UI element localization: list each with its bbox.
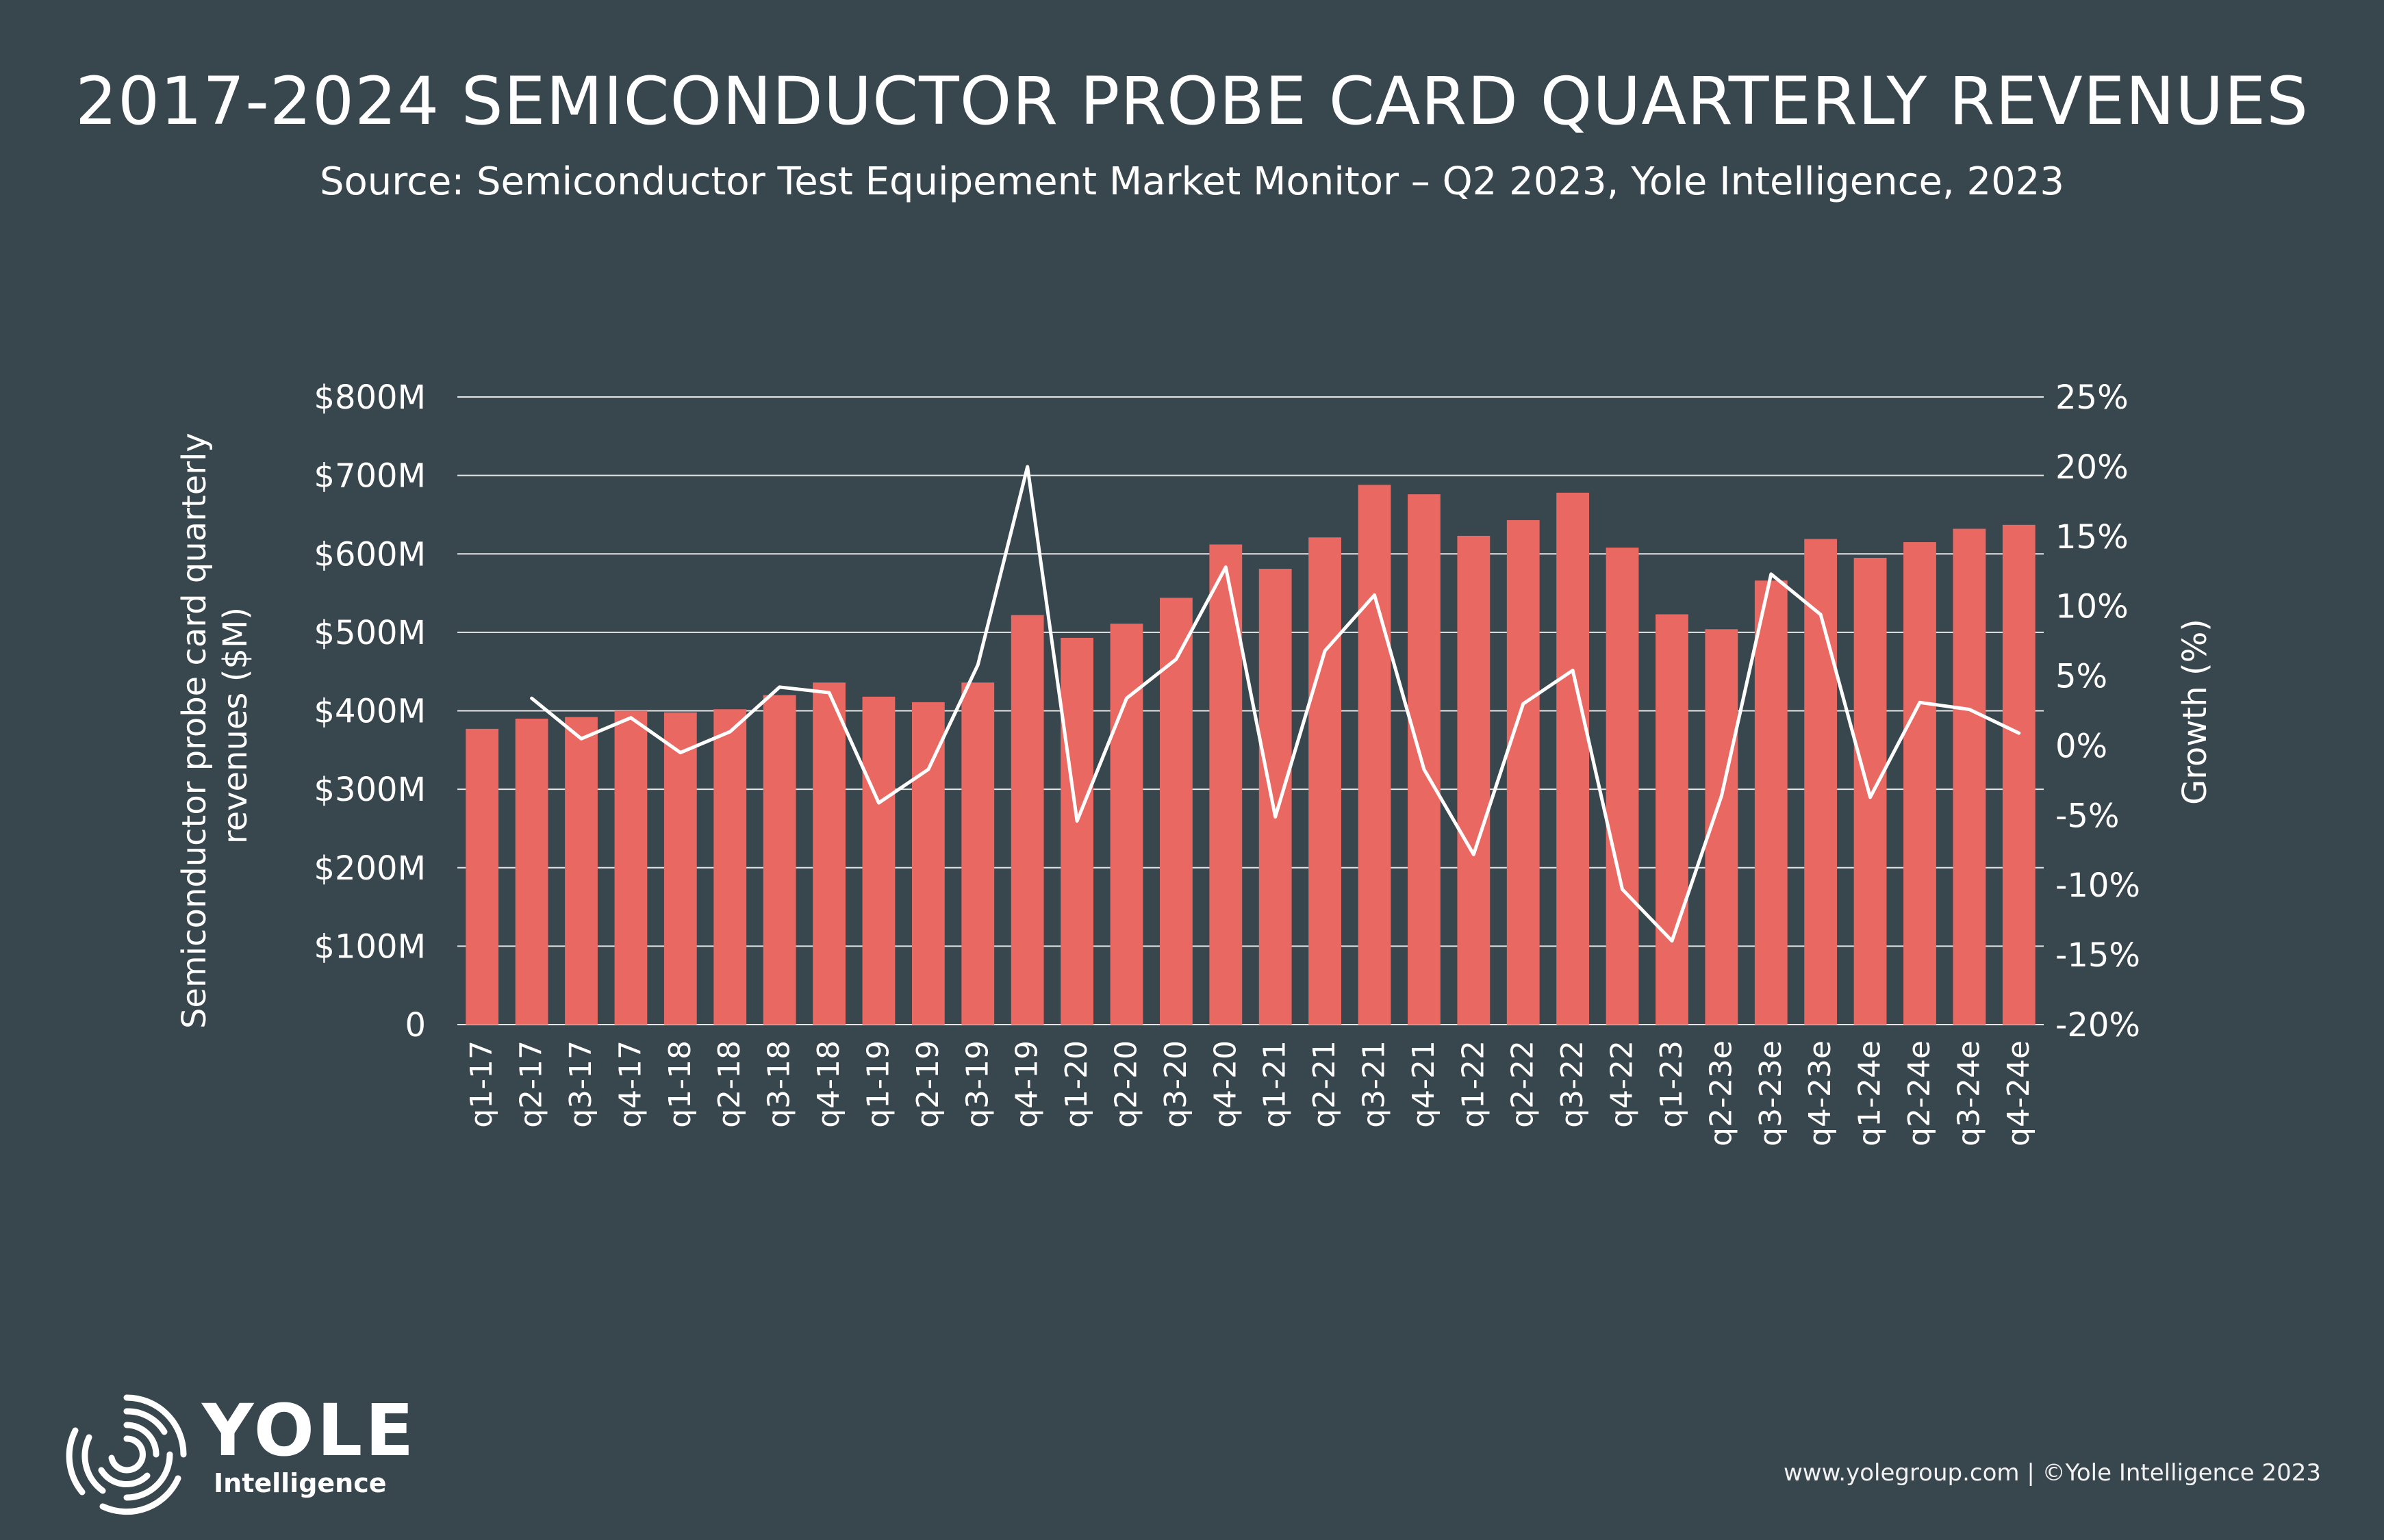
- x-tick-label: q4-20: [1208, 1040, 1243, 1128]
- bar-q3-20: [1159, 598, 1193, 1025]
- bar-q2-24e: [1903, 542, 1936, 1025]
- bar-q3-19: [961, 682, 995, 1025]
- bar-q1-19: [862, 696, 896, 1025]
- y2-tick-label: 25%: [2055, 378, 2129, 417]
- x-tick-label: q4-17: [613, 1040, 648, 1128]
- yole-logo-mark: [66, 1394, 187, 1515]
- x-tick-label: q2-20: [1109, 1040, 1144, 1128]
- bar-q2-22: [1506, 519, 1540, 1025]
- chart-title: 2017-2024 SEMICONDUCTOR PROBE CARD QUART…: [75, 63, 2309, 140]
- x-tick-label: q2-22: [1506, 1040, 1540, 1128]
- bar-q1-22: [1457, 535, 1491, 1025]
- x-tick-label: q3-23e: [1753, 1040, 1788, 1146]
- bar-q3-24e: [1953, 528, 1986, 1025]
- right-axis-title: Growth (%): [2176, 619, 2214, 805]
- x-tick-label: q3-18: [762, 1040, 797, 1128]
- left-axis-ticks: 0 $100M $200M $300M $400M $500M $600M $700M $800…: [314, 378, 426, 1044]
- x-tick-label: q1-21: [1258, 1040, 1293, 1128]
- bar-q1-20: [1061, 637, 1093, 1025]
- left-axis-title-line1: Semiconductor probe card quarterly: [175, 433, 214, 1029]
- bar-q3-23e: [1754, 580, 1788, 1025]
- bar-q4-22: [1606, 548, 1639, 1025]
- x-tick-label: q4-24e: [2001, 1040, 2036, 1146]
- x-tick-label: q2-17: [514, 1040, 549, 1128]
- yole-logo: YOLE Intelligence: [62, 1389, 418, 1519]
- y-tick-label: $800M: [314, 378, 426, 417]
- bar-q1-17: [466, 728, 499, 1025]
- combo-chart: 0 $100M $200M $300M $400M $500M $600M $700M $800…: [175, 378, 2214, 1146]
- y2-tick-label: 0%: [2055, 727, 2107, 765]
- y-tick-label: $400M: [314, 693, 426, 731]
- bar-q4-17: [614, 710, 648, 1025]
- x-tick-label: q4-18: [811, 1040, 846, 1128]
- y-tick-label: $100M: [314, 927, 426, 966]
- x-tick-label: q4-23e: [1803, 1040, 1838, 1146]
- bar-q3-18: [763, 695, 796, 1025]
- x-tick-label: q4-21: [1406, 1040, 1441, 1128]
- x-tick-label: q1-23: [1654, 1040, 1689, 1128]
- x-tick-label: q2-21: [1307, 1040, 1342, 1128]
- x-tick-label: q3-19: [960, 1040, 995, 1128]
- left-axis-title: Semiconductor probe card quarterly reven…: [175, 422, 255, 1029]
- x-tick-label: q2-19: [911, 1040, 946, 1128]
- y2-tick-label: -5%: [2055, 797, 2119, 835]
- y-tick-label: $300M: [314, 771, 426, 809]
- logo-subtitle: Intelligence: [214, 1468, 387, 1498]
- y2-tick-label: 10%: [2055, 588, 2129, 626]
- bar-q4-19: [1011, 615, 1044, 1025]
- footer-credit: www.yolegroup.com | ©Yole Intelligence 2…: [1783, 1459, 2321, 1487]
- x-axis-ticks: q1-17 q2-17 q3-17 q4-17 q1-18 q2-18 q3-18 q4-18…: [464, 1040, 2036, 1146]
- y2-tick-label: 15%: [2055, 518, 2129, 556]
- left-axis-title-line2: revenues ($M): [216, 607, 255, 844]
- bar-series: [466, 485, 2036, 1025]
- y2-tick-label: -15%: [2055, 936, 2140, 975]
- y2-tick-label: 20%: [2055, 448, 2129, 487]
- x-tick-label: q2-24e: [1902, 1040, 1937, 1146]
- y2-tick-label: -20%: [2055, 1006, 2140, 1044]
- bar-q3-17: [565, 717, 598, 1025]
- bar-q2-17: [515, 718, 548, 1025]
- bar-q4-21: [1408, 494, 1441, 1025]
- x-tick-label: q1-20: [1059, 1040, 1094, 1128]
- bar-q4-24e: [2002, 524, 2036, 1025]
- x-tick-label: q1-18: [663, 1040, 698, 1128]
- x-tick-label: q4-19: [1010, 1040, 1045, 1128]
- bar-q4-23e: [1804, 539, 1838, 1025]
- bar-q3-22: [1556, 492, 1590, 1025]
- bar-q1-18: [663, 712, 697, 1025]
- y-tick-label: $700M: [314, 457, 426, 496]
- growth-line-series: [530, 465, 2021, 943]
- x-tick-label: q3-22: [1555, 1040, 1590, 1128]
- bar-q2-20: [1110, 624, 1143, 1025]
- x-tick-label: q3-21: [1357, 1040, 1392, 1128]
- y2-tick-label: 5%: [2055, 658, 2107, 696]
- bar-q3-21: [1358, 485, 1391, 1025]
- x-tick-label: q3-20: [1158, 1040, 1193, 1128]
- y-tick-label: $200M: [314, 849, 426, 888]
- chart-subtitle: Source: Semiconductor Test Equipement Ma…: [319, 159, 2065, 204]
- x-tick-label: q1-19: [861, 1040, 896, 1128]
- logo-wordmark: YOLE: [202, 1389, 417, 1472]
- x-tick-label: q3-17: [563, 1040, 598, 1128]
- bar-q1-21: [1258, 569, 1292, 1025]
- x-tick-label: q2-23e: [1703, 1040, 1738, 1146]
- y2-tick-label: -10%: [2055, 867, 2140, 905]
- bar-q4-18: [813, 682, 846, 1025]
- y-tick-label: $500M: [314, 614, 426, 652]
- bar-q2-18: [713, 709, 747, 1025]
- x-tick-label: q1-22: [1456, 1040, 1491, 1128]
- x-tick-label: q1-17: [464, 1040, 499, 1128]
- growth-line: [530, 465, 2021, 943]
- bar-q1-23: [1656, 614, 1688, 1025]
- x-tick-label: q4-22: [1605, 1040, 1640, 1128]
- x-tick-label: q3-24e: [1951, 1040, 1986, 1146]
- right-axis-ticks: -20% -15% -10% -5% 0% 5% 10% 15% 20% 25%: [2055, 378, 2140, 1044]
- y-tick-label: $600M: [314, 535, 426, 574]
- bar-q2-19: [911, 702, 945, 1025]
- x-tick-label: q2-18: [712, 1040, 747, 1128]
- y-tick-label: 0: [405, 1006, 426, 1044]
- bar-q2-21: [1308, 537, 1342, 1025]
- x-tick-label: q1-24e: [1853, 1040, 1888, 1146]
